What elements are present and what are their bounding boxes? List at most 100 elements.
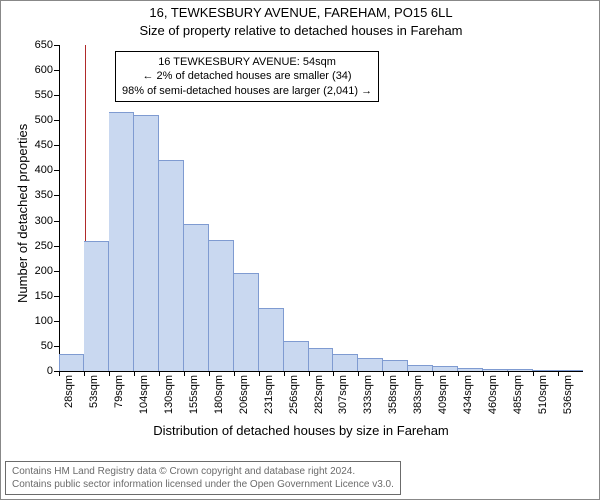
x-tick	[358, 371, 359, 376]
x-tick	[259, 371, 260, 376]
x-tick-label: 231sqm	[263, 375, 275, 414]
histogram-bar	[533, 370, 558, 372]
x-tick-label: 434sqm	[462, 375, 474, 414]
x-tick-label: 28sqm	[63, 375, 75, 408]
y-tick-label: 100	[35, 315, 53, 327]
plot-area: 16 TEWKESBURY AVENUE: 54sqm ← 2% of deta…	[59, 45, 583, 371]
histogram-bar	[458, 368, 483, 372]
x-tick	[284, 371, 285, 376]
x-tick-label: 282sqm	[313, 375, 325, 414]
x-tick-label: 256sqm	[288, 375, 300, 414]
x-axis	[59, 371, 583, 372]
histogram-bar	[184, 224, 209, 371]
x-tick	[109, 371, 110, 376]
x-tick-label: 53sqm	[88, 375, 100, 408]
x-tick-label: 383sqm	[412, 375, 424, 414]
y-tick-label: 600	[35, 64, 53, 76]
histogram-bar	[209, 240, 234, 371]
histogram-bar	[408, 365, 433, 371]
y-tick-label: 250	[35, 240, 53, 252]
y-tick	[54, 70, 59, 71]
annotation-box: 16 TEWKESBURY AVENUE: 54sqm ← 2% of deta…	[115, 51, 379, 102]
histogram-bar	[333, 354, 358, 371]
y-axis	[59, 45, 60, 371]
y-tick	[54, 221, 59, 222]
histogram-bar	[284, 341, 309, 371]
y-tick	[54, 45, 59, 46]
histogram-bar	[508, 369, 533, 371]
x-tick	[234, 371, 235, 376]
chart-supertitle: 16, TEWKESBURY AVENUE, FAREHAM, PO15 6LL	[1, 5, 600, 20]
x-tick	[408, 371, 409, 376]
x-tick	[84, 371, 85, 376]
x-tick-label: 307sqm	[337, 375, 349, 414]
annotation-line1: 16 TEWKESBURY AVENUE: 54sqm	[122, 55, 372, 69]
histogram-bar	[234, 273, 259, 371]
license-caption: Contains HM Land Registry data © Crown c…	[5, 461, 401, 495]
chart-container: 16, TEWKESBURY AVENUE, FAREHAM, PO15 6LL…	[0, 0, 600, 500]
x-tick-label: 155sqm	[188, 375, 200, 414]
x-tick	[458, 371, 459, 376]
histogram-bar	[109, 112, 134, 371]
x-tick	[433, 371, 434, 376]
y-tick	[54, 120, 59, 121]
histogram-bar	[383, 360, 408, 371]
y-tick-label: 650	[35, 39, 53, 51]
y-tick-label: 400	[35, 164, 53, 176]
x-tick	[383, 371, 384, 376]
histogram-bar	[159, 160, 184, 371]
histogram-bar	[59, 354, 84, 371]
x-tick-label: 358sqm	[387, 375, 399, 414]
histogram-bar	[309, 348, 334, 371]
x-tick-label: 104sqm	[138, 375, 150, 414]
y-tick	[54, 321, 59, 322]
x-tick	[483, 371, 484, 376]
chart-title: Size of property relative to detached ho…	[1, 23, 600, 38]
x-tick	[333, 371, 334, 376]
y-tick-label: 200	[35, 265, 53, 277]
y-tick-label: 150	[35, 290, 53, 302]
histogram-bar	[558, 370, 583, 371]
y-tick-label: 550	[35, 89, 53, 101]
y-tick-label: 500	[35, 114, 53, 126]
x-tick-label: 180sqm	[213, 375, 225, 414]
x-tick-label: 333sqm	[362, 375, 374, 414]
histogram-bar	[483, 369, 508, 372]
x-tick-label: 460sqm	[487, 375, 499, 414]
y-tick	[54, 346, 59, 347]
x-axis-label: Distribution of detached houses by size …	[1, 423, 600, 438]
x-tick-label: 79sqm	[113, 375, 125, 408]
x-tick-label: 510sqm	[537, 375, 549, 414]
y-tick	[54, 246, 59, 247]
x-tick-label: 206sqm	[238, 375, 250, 414]
histogram-bar	[259, 308, 284, 371]
y-tick-label: 350	[35, 189, 53, 201]
x-tick	[134, 371, 135, 376]
x-tick	[159, 371, 160, 376]
y-tick-label: 300	[35, 215, 53, 227]
x-tick	[558, 371, 559, 376]
histogram-bar	[134, 115, 159, 371]
y-axis-label: Number of detached properties	[15, 124, 30, 303]
histogram-bar	[433, 366, 458, 371]
x-tick	[184, 371, 185, 376]
y-tick	[54, 195, 59, 196]
x-tick-label: 409sqm	[437, 375, 449, 414]
y-tick	[54, 95, 59, 96]
x-tick	[508, 371, 509, 376]
caption-line1: Contains HM Land Registry data © Crown c…	[12, 465, 394, 478]
x-tick-label: 536sqm	[562, 375, 574, 414]
x-tick	[533, 371, 534, 376]
x-tick	[59, 371, 60, 376]
y-tick-label: 450	[35, 139, 53, 151]
y-tick	[54, 145, 59, 146]
histogram-bar	[358, 358, 383, 371]
y-tick	[54, 271, 59, 272]
annotation-line2: ← 2% of detached houses are smaller (34)	[122, 69, 372, 83]
x-tick	[209, 371, 210, 376]
y-tick-label: 0	[47, 365, 53, 377]
histogram-bar	[84, 241, 109, 371]
x-tick-label: 130sqm	[163, 375, 175, 414]
x-tick	[309, 371, 310, 376]
x-tick-label: 485sqm	[512, 375, 524, 414]
